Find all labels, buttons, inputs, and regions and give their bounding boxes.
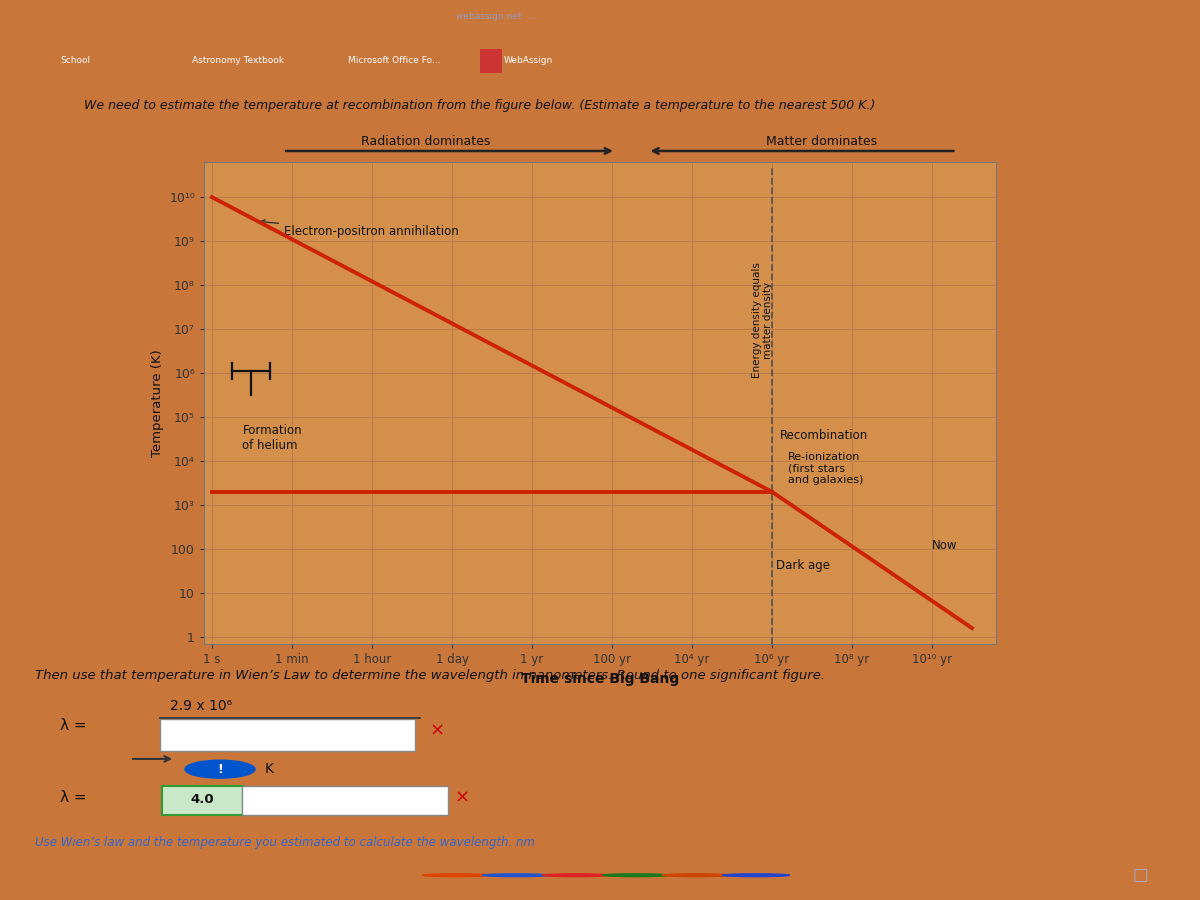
Text: Formation
of helium: Formation of helium [242,424,302,452]
Text: Re-ionization
(first stars
and galaxies): Re-ionization (first stars and galaxies) [788,452,863,485]
Text: □: □ [1132,866,1148,884]
Text: Dark age: Dark age [776,559,830,572]
Text: webassign.net  ...: webassign.net ... [456,12,536,21]
Text: Then use that temperature in Wien’s Law to determine the wavelength in nanometer: Then use that temperature in Wien’s Law … [35,670,826,682]
Circle shape [542,874,610,877]
Text: Now: Now [932,539,958,552]
Text: !: ! [217,762,223,776]
Text: Electron-positron annihilation: Electron-positron annihilation [260,220,458,238]
Text: λ =: λ = [60,790,86,805]
FancyBboxPatch shape [162,787,242,814]
X-axis label: Time since Big Bang: Time since Big Bang [521,672,679,687]
FancyBboxPatch shape [480,49,502,73]
Text: Microsoft Office Fo...: Microsoft Office Fo... [348,56,440,66]
Text: Use Wien’s law and the temperature you estimated to calculate the wavelength. nm: Use Wien’s law and the temperature you e… [35,836,535,849]
FancyBboxPatch shape [242,787,448,814]
Text: λ =: λ = [60,718,86,734]
Circle shape [602,874,670,877]
Circle shape [185,760,256,778]
Text: K: K [265,762,274,776]
Circle shape [662,874,730,877]
Text: Radiation dominates: Radiation dominates [361,135,491,148]
Text: 4.0: 4.0 [190,794,214,806]
Text: Recombination: Recombination [780,429,869,442]
Text: ×: × [455,788,470,806]
Text: ×: × [430,722,445,740]
FancyBboxPatch shape [160,719,415,752]
Circle shape [422,874,490,877]
Circle shape [722,874,790,877]
Circle shape [482,874,550,877]
Text: Astronomy Textbook: Astronomy Textbook [192,56,284,66]
Text: School: School [60,56,90,66]
Text: 2.9 x 10⁶: 2.9 x 10⁶ [170,698,232,713]
Text: We need to estimate the temperature at recombination from the figure below. (Est: We need to estimate the temperature at r… [84,99,875,112]
Text: Matter dominates: Matter dominates [766,135,877,148]
Y-axis label: Temperature (K): Temperature (K) [151,349,163,456]
Text: Energy density equals
matter density: Energy density equals matter density [751,263,773,378]
Text: WebAssign: WebAssign [504,56,553,66]
